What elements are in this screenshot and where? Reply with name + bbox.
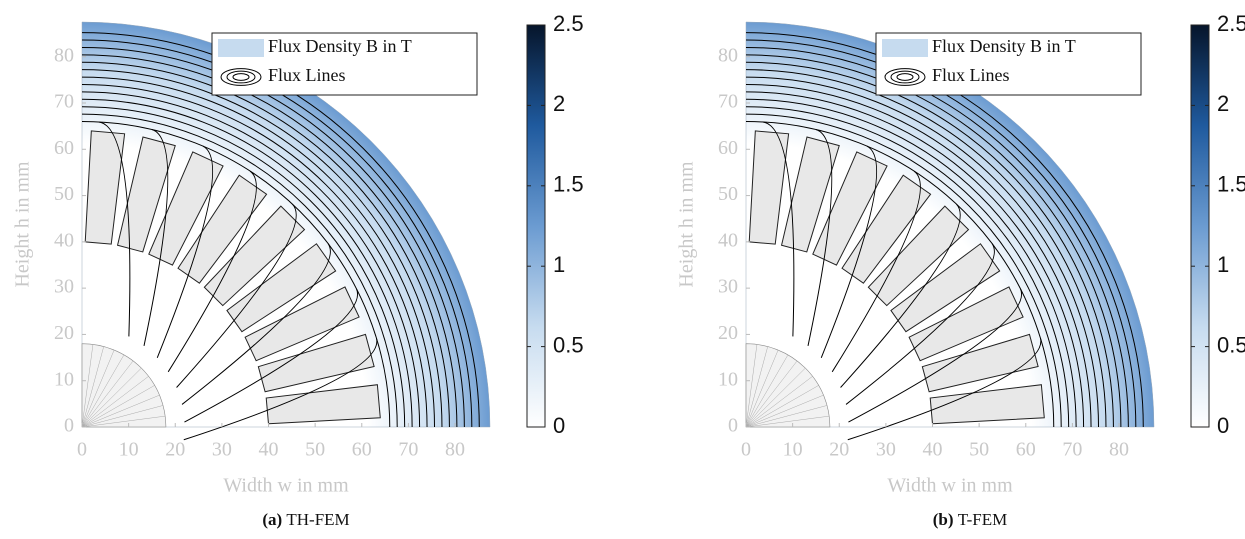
x-axis-label: Width w in mm	[887, 475, 1013, 497]
y-axis-label: Height h in mm	[676, 161, 698, 288]
x-tick-label: 40	[259, 439, 279, 461]
y-tick-label: 60	[718, 137, 738, 159]
colorbar-tick-label: 0	[553, 413, 565, 438]
x-tick-label: 10	[783, 439, 803, 461]
y-tick-label: 20	[718, 322, 738, 344]
legend-label: Flux Density B in T	[932, 36, 1076, 56]
y-tick-label: 50	[718, 183, 738, 205]
colorbar-tick-label: 1.5	[1217, 172, 1245, 197]
legend-label: Flux Lines	[268, 65, 346, 85]
y-tick-label: 0	[728, 415, 738, 437]
x-tick-label: 0	[741, 439, 751, 461]
y-tick-label: 70	[54, 91, 74, 113]
y-axis-label: Height h in mm	[12, 161, 34, 288]
y-tick-label: 80	[718, 44, 738, 66]
y-tick-label: 20	[54, 322, 74, 344]
x-tick-label: 60	[1016, 439, 1036, 461]
colorbar	[527, 25, 545, 427]
x-tick-label: 50	[305, 439, 325, 461]
legend-label: Flux Lines	[932, 65, 1010, 85]
legend-swatch	[218, 39, 264, 57]
figure: 0102030405060708001020304050607080Width …	[0, 0, 1245, 539]
colorbar-tick-label: 0	[1217, 413, 1229, 438]
x-tick-label: 0	[77, 439, 87, 461]
x-tick-label: 80	[445, 439, 465, 461]
y-tick-label: 60	[54, 137, 74, 159]
colorbar-tick-label: 0.5	[1217, 332, 1245, 357]
colorbar-tick-label: 2	[1217, 91, 1229, 116]
caption-text: T-FEM	[958, 510, 1007, 529]
x-tick-label: 20	[165, 439, 185, 461]
y-tick-label: 80	[54, 44, 74, 66]
x-tick-label: 80	[1109, 439, 1129, 461]
caption-label: (a)	[262, 510, 282, 529]
caption: (a) TH-FEM	[262, 510, 349, 529]
colorbar-tick-label: 2	[553, 91, 565, 116]
x-tick-label: 60	[352, 439, 372, 461]
x-axis-label: Width w in mm	[223, 475, 349, 497]
x-tick-label: 30	[212, 439, 232, 461]
x-tick-label: 40	[923, 439, 943, 461]
colorbar-tick-label: 2.5	[553, 11, 584, 36]
legend-swatch	[882, 39, 928, 57]
colorbar-tick-label: 2.5	[1217, 11, 1245, 36]
x-tick-label: 10	[119, 439, 139, 461]
colorbar-tick-label: 1	[553, 252, 565, 277]
caption: (b) T-FEM	[933, 510, 1007, 529]
x-tick-label: 20	[829, 439, 849, 461]
x-tick-label: 70	[1062, 439, 1082, 461]
caption-label: (b)	[933, 510, 954, 529]
y-tick-label: 50	[54, 183, 74, 205]
x-tick-label: 50	[969, 439, 989, 461]
colorbar-tick-label: 1	[1217, 252, 1229, 277]
y-tick-label: 30	[54, 276, 74, 298]
y-tick-label: 10	[54, 368, 74, 390]
y-tick-label: 0	[64, 415, 74, 437]
caption-text: TH-FEM	[286, 510, 349, 529]
x-tick-label: 70	[398, 439, 418, 461]
colorbar-tick-label: 1.5	[553, 172, 584, 197]
legend-label: Flux Density B in T	[268, 36, 412, 56]
colorbar	[1191, 25, 1209, 427]
y-tick-label: 40	[718, 229, 738, 251]
y-tick-label: 10	[718, 368, 738, 390]
colorbar-tick-label: 0.5	[553, 332, 584, 357]
y-tick-label: 70	[718, 91, 738, 113]
y-tick-label: 30	[718, 276, 738, 298]
x-tick-label: 30	[876, 439, 896, 461]
y-tick-label: 40	[54, 229, 74, 251]
